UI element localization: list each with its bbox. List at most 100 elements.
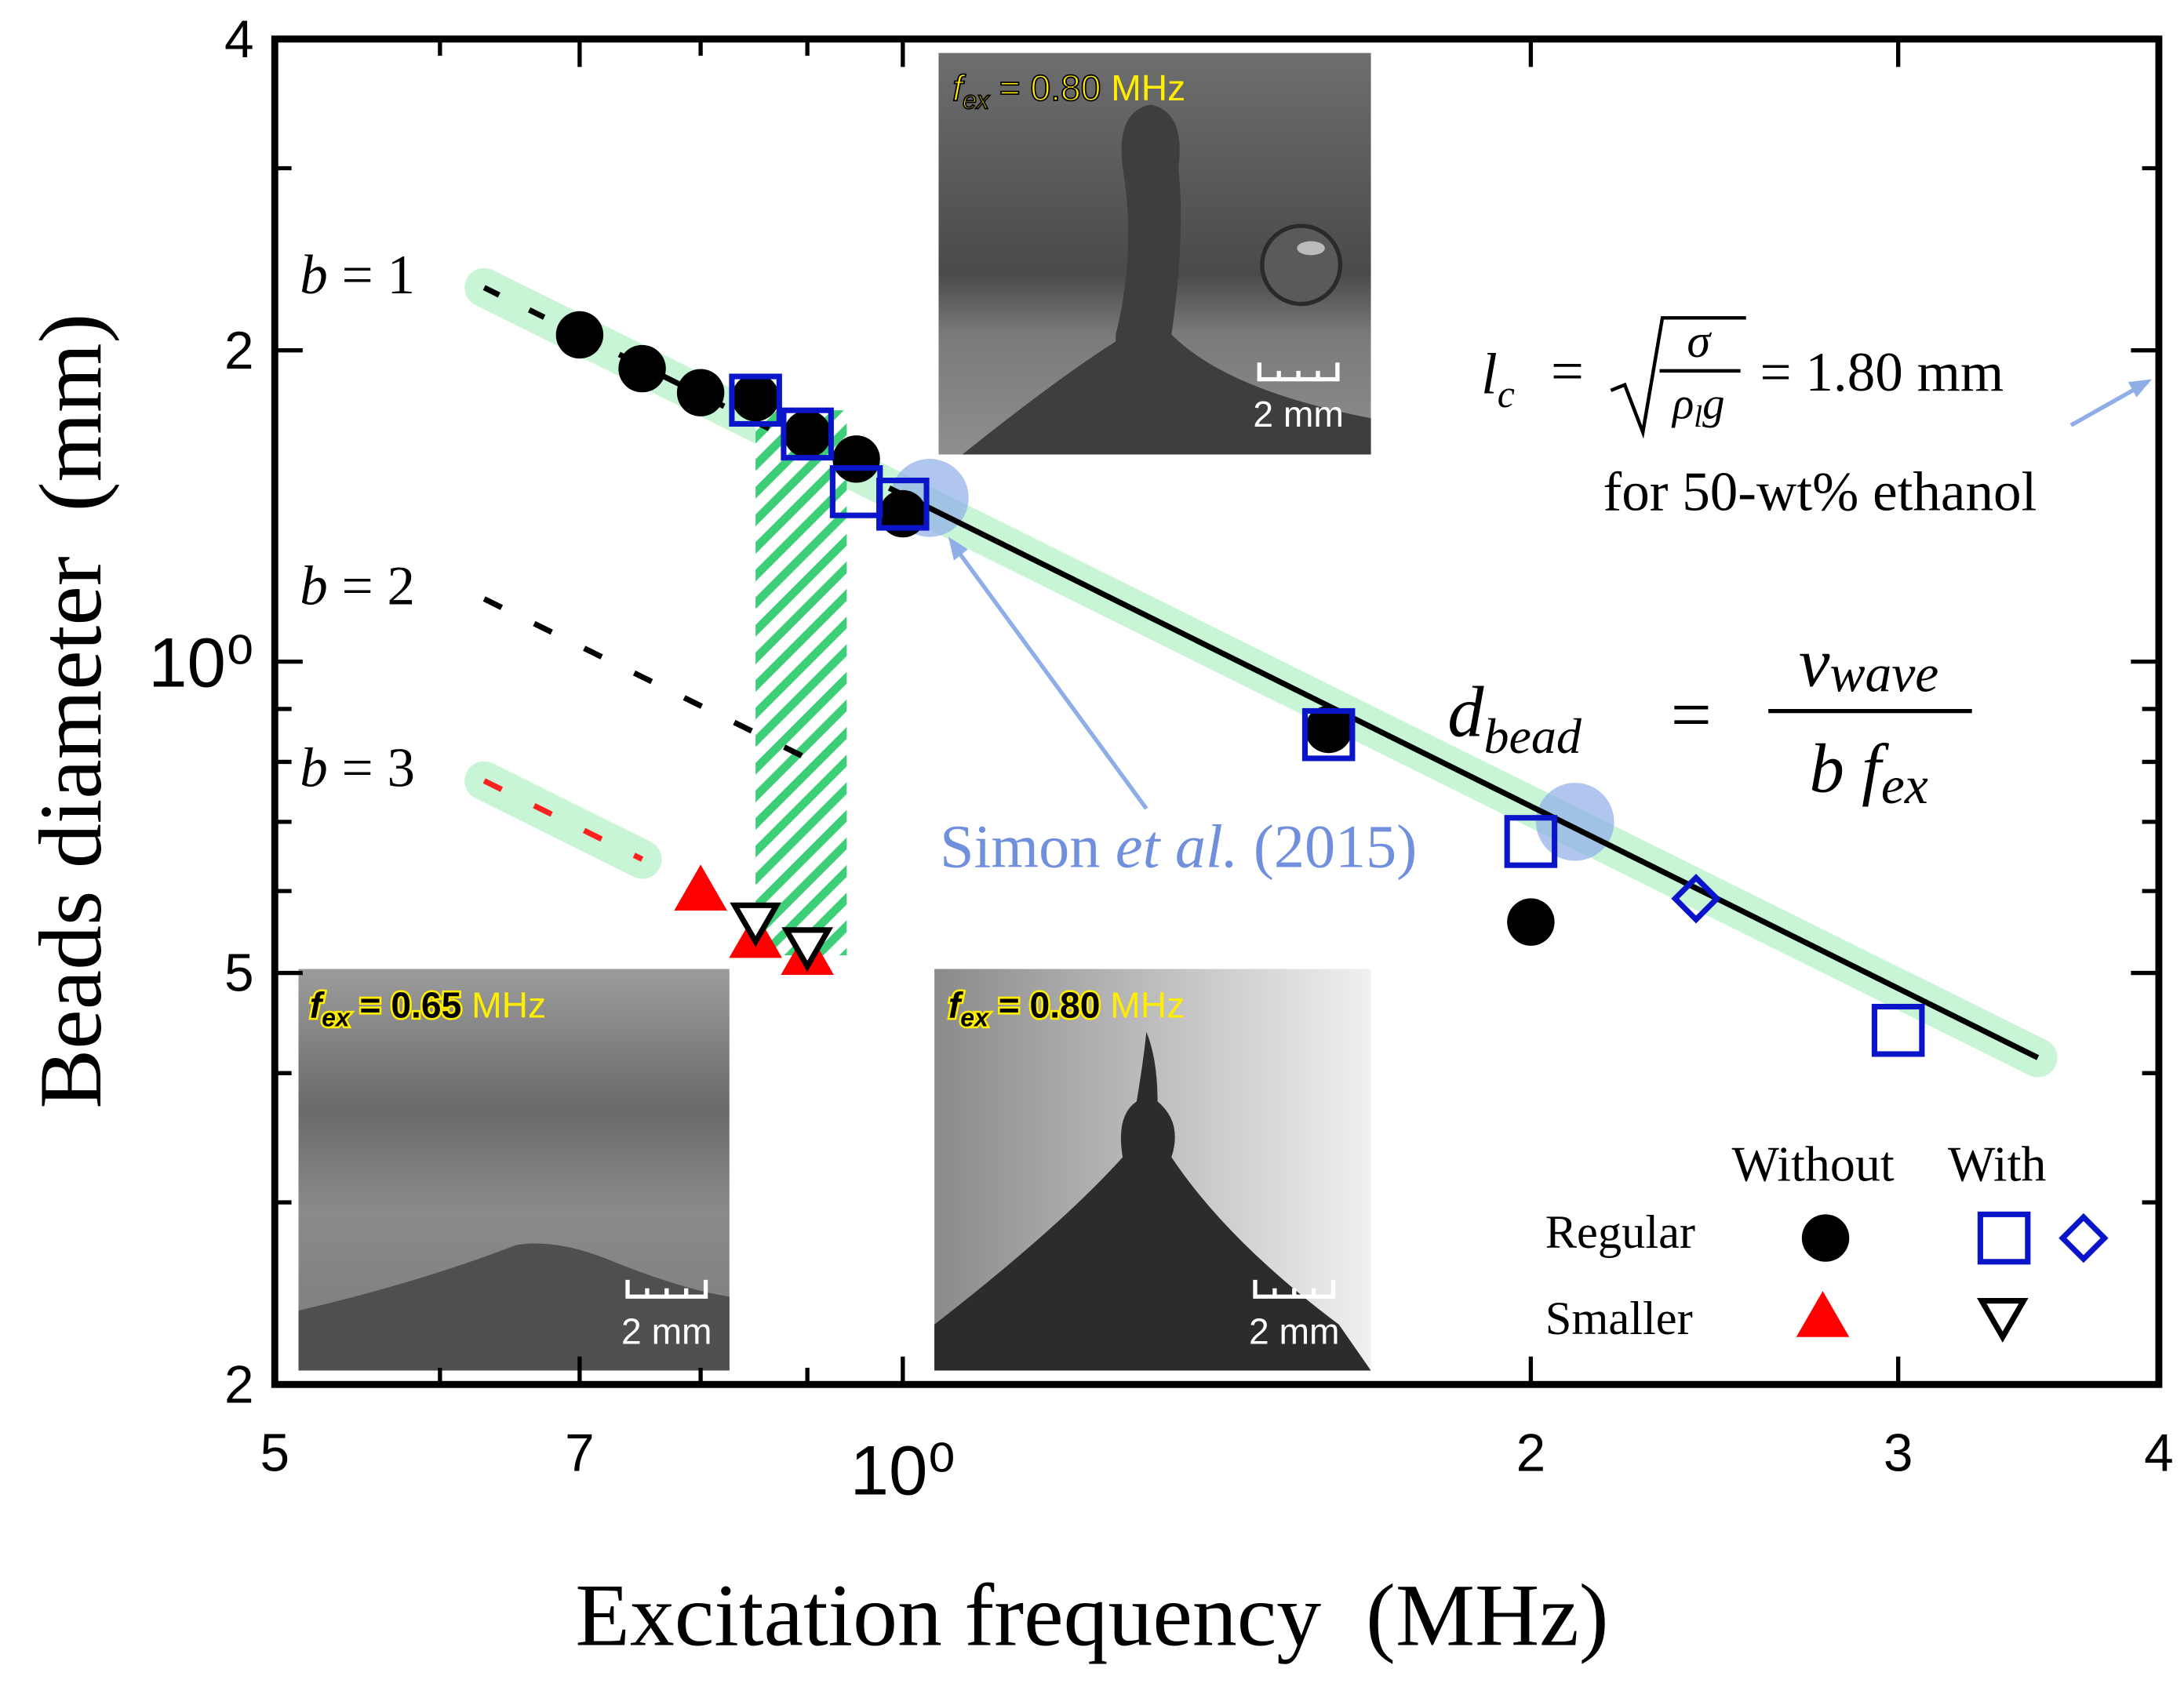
fit-label-text: = 1	[328, 245, 415, 306]
fit-label-symbol: b	[300, 556, 328, 617]
marker-circle	[832, 435, 880, 483]
inset-value: = 0.65	[350, 985, 471, 1026]
inset-photo-mid	[934, 969, 1371, 1371]
marker-circle	[1801, 1214, 1850, 1262]
subscript: ex	[1881, 756, 1928, 815]
fit-line	[482, 596, 809, 762]
annotation: Simon et al. (2015)	[940, 813, 1417, 881]
scale-label: 2 mm	[621, 1311, 712, 1352]
fit-label: b = 2	[300, 556, 415, 617]
inset-subscript: ex	[960, 1003, 989, 1031]
legend: Without With Regular Smaller	[1545, 1136, 2109, 1345]
marker-circle	[731, 373, 780, 422]
marker-circle	[555, 311, 604, 359]
highlight	[1535, 783, 1614, 861]
annotation-text: Simon	[940, 813, 1116, 881]
fit-label: b = 3	[300, 738, 415, 799]
subscript: bead	[1484, 708, 1582, 764]
y-tick-label: 2	[224, 1355, 254, 1414]
symbol: l	[1481, 341, 1498, 406]
marker-triangle	[1796, 1291, 1850, 1337]
numerator: vwave	[1799, 625, 1938, 704]
symbol: ρ	[1671, 379, 1694, 428]
equals: =	[1671, 674, 1712, 754]
y-tick-label: 4	[224, 10, 254, 69]
x-tick-label: 7	[565, 1423, 595, 1482]
inset-photo-top	[938, 53, 1371, 455]
y-tick-label: 10⁰	[148, 624, 253, 702]
annotation-text: (2015)	[1238, 813, 1417, 881]
marker-triangle	[674, 864, 727, 911]
y-tick-label: 5	[224, 944, 254, 1003]
inset-label: fex = 0.65 MHz	[310, 985, 546, 1032]
plot: b = 1b = 2b = 3	[300, 245, 2040, 1060]
marker-square	[1977, 1211, 2031, 1265]
inset-subscript: ex	[322, 1003, 351, 1031]
marker-square	[1871, 1003, 1925, 1057]
arrow-head	[2128, 379, 2153, 398]
lc-formula: lc	[1481, 341, 1515, 416]
marker-down-triangle	[781, 927, 833, 973]
marker-down-triangle	[730, 902, 781, 947]
scale-bar	[625, 1279, 708, 1299]
marker-diamond	[1671, 874, 1721, 924]
d-formula: dbead	[1447, 672, 1582, 764]
subscript: l	[1694, 400, 1702, 434]
marker-circle	[1305, 705, 1352, 754]
scale-label: 2 mm	[1253, 394, 1344, 434]
inset-unit: MHz	[471, 985, 546, 1026]
x-tick-label: 4	[2144, 1423, 2174, 1482]
x-tick-label: 10⁰	[850, 1432, 956, 1510]
inset-unit: MHz	[1111, 67, 1185, 108]
inset-unit: MHz	[1110, 985, 1185, 1026]
legend-row: Smaller	[1545, 1293, 1693, 1345]
legend-column: Without	[1731, 1136, 1894, 1192]
x-tick-label: 3	[1884, 1423, 1913, 1482]
x-tick-label: 5	[260, 1423, 289, 1482]
y-tick-label: 2	[224, 322, 254, 380]
arrow-head	[948, 536, 968, 561]
scale-bar	[1253, 1279, 1336, 1299]
inset-value: = 0.80	[989, 67, 1111, 108]
annotation-text: et al.	[1116, 813, 1238, 881]
lc-value: = 1.80 mm	[1760, 342, 2004, 403]
fit-label-symbol: b	[300, 245, 328, 306]
subscript: wave	[1829, 645, 1938, 704]
radical	[1610, 316, 1746, 439]
scale-bar	[1257, 362, 1340, 382]
denominator: b fex	[1810, 731, 1928, 815]
symbol: d	[1447, 672, 1484, 752]
marker-circle	[783, 410, 832, 458]
x-axis-title: Excitation frequency (MHz)	[575, 1566, 1608, 1665]
marker-square	[729, 373, 782, 427]
marker-square	[876, 478, 930, 531]
fit-band	[464, 761, 662, 879]
marker-square	[781, 407, 834, 461]
scale-label: 2 mm	[1249, 1311, 1340, 1352]
lc-note: for 50-wt% ethanol	[1603, 462, 2037, 523]
marker-square	[1301, 707, 1356, 762]
plot-frame	[271, 35, 2163, 1388]
denominator: ρlg	[1671, 379, 1725, 434]
subscript: c	[1498, 373, 1515, 416]
marker-square	[1504, 815, 1558, 868]
fit-label: b = 1	[300, 245, 415, 306]
fit-label-text: = 2	[328, 556, 415, 617]
legend-column: With	[1948, 1136, 2046, 1192]
inset-subscript: ex	[963, 86, 990, 115]
y-axis-title: Beads diameter (mm)	[21, 314, 120, 1109]
inset-label: fex = 0.80 MHz	[952, 67, 1185, 115]
fit-label-text: = 3	[328, 738, 415, 799]
inset-label: fex = 0.80 MHz	[948, 985, 1185, 1032]
equals: =	[1551, 339, 1584, 404]
marker-circle	[1507, 898, 1555, 946]
annotation-arrow	[951, 542, 1148, 810]
inset-value: = 0.80	[988, 985, 1110, 1026]
inset-labels: fex = 0.80 MHz 2 mm fex = 0.65 MHz 2 mm fex …	[308, 67, 1344, 1352]
symbol: b f	[1810, 731, 1890, 808]
inset-photo-left	[298, 969, 730, 1371]
marker-diamond	[2058, 1213, 2109, 1263]
x-tick-label: 2	[1516, 1423, 1546, 1482]
